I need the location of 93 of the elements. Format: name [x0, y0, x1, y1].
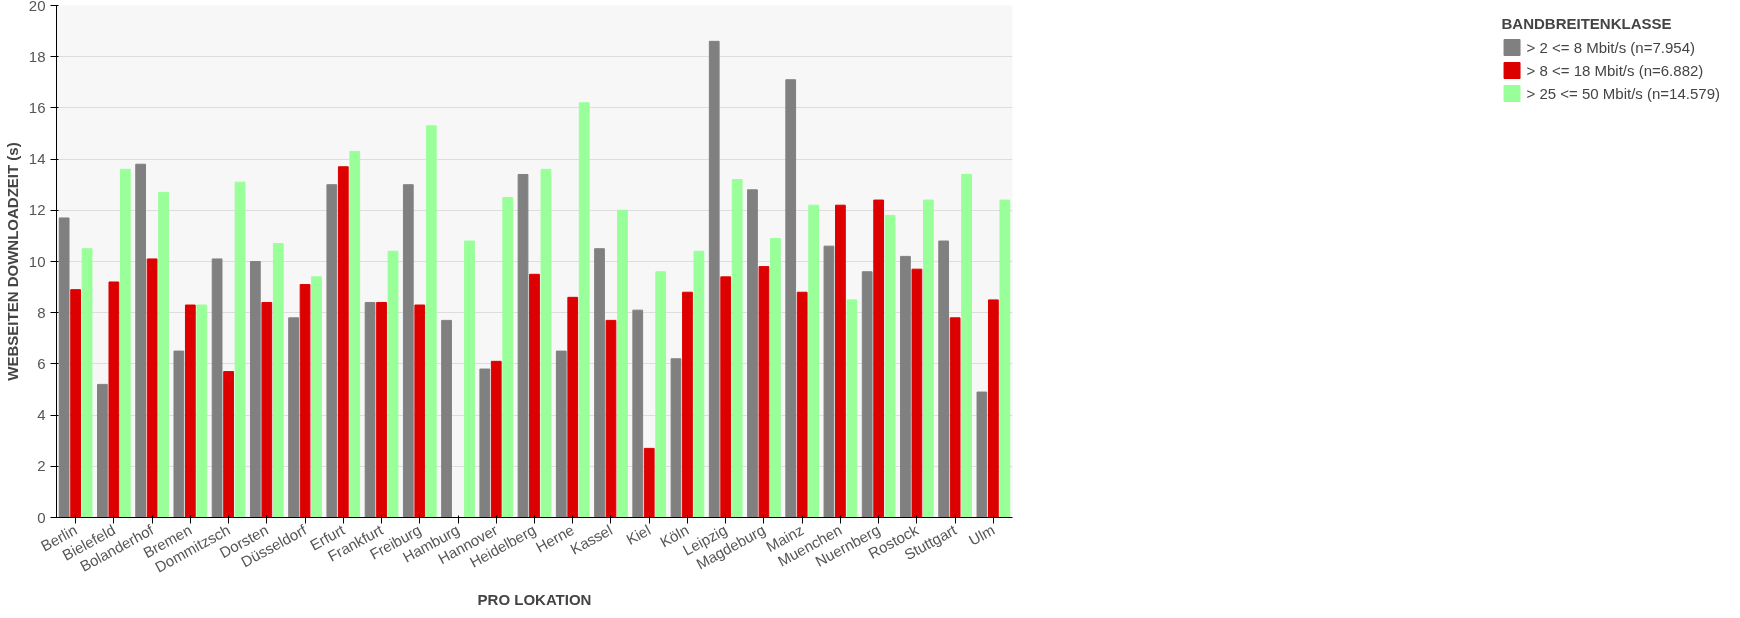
bar	[643, 447, 655, 518]
bar	[617, 209, 628, 518]
bar	[119, 168, 131, 518]
bar	[961, 173, 972, 518]
bar	[770, 237, 781, 518]
bar	[835, 204, 846, 518]
bar	[655, 271, 667, 518]
bar	[747, 189, 758, 518]
bar	[976, 391, 988, 518]
x-tick-label: Kiel	[623, 521, 654, 548]
bar	[540, 168, 552, 518]
bar	[58, 217, 70, 518]
bar	[299, 284, 311, 518]
bar	[670, 358, 682, 518]
bar	[999, 199, 1011, 518]
bar	[873, 199, 885, 518]
bar	[376, 301, 387, 518]
legend-label: > 8 <= 18 Mbit/s (n=6.882)	[1526, 61, 1704, 79]
bar	[223, 371, 234, 518]
y-tick-label: 14	[28, 150, 46, 168]
legend-label: > 25 <= 50 Mbit/s (n=14.579)	[1526, 84, 1720, 102]
bar	[234, 181, 246, 518]
bar	[758, 266, 770, 518]
bar	[846, 299, 858, 518]
bar	[425, 125, 437, 518]
legend-label: > 2 <= 8 Mbit/s (n=7.954)	[1526, 38, 1695, 56]
bar	[796, 291, 808, 518]
bar	[402, 184, 414, 518]
bar	[708, 40, 720, 518]
bar	[272, 243, 284, 518]
legend-title: BANDBREITENKLASSE	[1501, 15, 1673, 32]
bar	[502, 197, 514, 518]
bar	[173, 350, 185, 518]
bar	[567, 296, 579, 518]
y-tick-label: 2	[37, 457, 46, 475]
bar	[364, 301, 376, 518]
y-tick-label: 0	[37, 508, 46, 526]
bar	[158, 191, 169, 518]
bar	[632, 309, 644, 518]
bar	[923, 199, 934, 518]
bar	[949, 317, 961, 518]
bar	[135, 163, 146, 518]
bar	[785, 79, 797, 518]
bar	[441, 319, 452, 518]
bar	[900, 255, 911, 518]
bar	[988, 299, 999, 518]
bar	[682, 291, 693, 518]
bar	[387, 250, 399, 518]
bar	[720, 276, 732, 518]
bar	[81, 248, 93, 518]
bar	[490, 360, 502, 518]
bar	[108, 281, 120, 518]
bar	[884, 214, 896, 518]
bar	[414, 304, 426, 518]
y-tick-label: 8	[37, 303, 46, 321]
bar	[184, 304, 196, 518]
bar	[349, 150, 361, 518]
bar	[326, 184, 338, 518]
y-tick-label: 18	[28, 47, 46, 65]
bar	[529, 273, 540, 518]
y-tick-label: 16	[28, 98, 46, 116]
bar	[479, 368, 491, 518]
bar	[211, 258, 223, 518]
x-tick-label: Ulm	[965, 521, 998, 549]
bar	[249, 261, 261, 518]
bar	[337, 166, 349, 518]
bar	[594, 248, 605, 518]
bar	[911, 268, 923, 518]
bar	[861, 271, 873, 518]
bar	[97, 383, 108, 518]
bar	[517, 173, 529, 518]
y-tick-label: 6	[37, 354, 46, 372]
bar	[578, 102, 590, 518]
bar	[196, 304, 208, 518]
bar	[70, 289, 81, 518]
x-axis-title: PRO LOKATION	[477, 590, 592, 608]
bar	[146, 258, 158, 518]
y-axis-title: WEBSEITEN DOWNLOADZEIT (s)	[3, 142, 21, 381]
bar	[311, 276, 322, 518]
y-tick-label: 20	[28, 0, 46, 14]
y-tick-label: 4	[37, 406, 46, 424]
bar	[938, 240, 950, 518]
bar	[288, 317, 299, 518]
bar	[605, 319, 617, 518]
bar	[693, 250, 705, 518]
bar	[555, 350, 567, 518]
bar	[823, 245, 835, 518]
bar	[731, 179, 743, 518]
bar	[261, 301, 273, 518]
y-tick-label: 10	[28, 252, 46, 270]
y-tick-label: 12	[28, 201, 46, 219]
bar	[808, 204, 820, 518]
bar	[464, 240, 475, 518]
